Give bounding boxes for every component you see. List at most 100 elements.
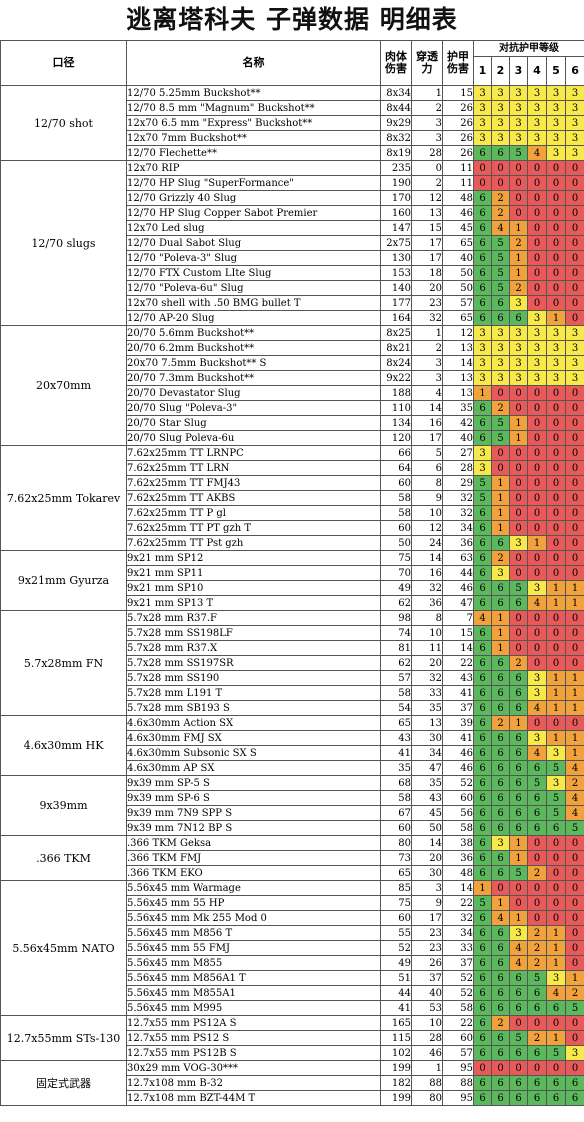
armor-effectiveness-1: 6	[473, 1030, 492, 1046]
ammo-name: 5.56x45 mm 55 FMJ	[126, 940, 381, 956]
armor-effectiveness-4: 6	[527, 985, 547, 1001]
table-row: 固定式武器 30x29 mm VOG-30*** 199 1 95 0 0 0 0 0 0	[0, 1060, 584, 1106]
penetration: 36	[411, 595, 443, 611]
penetration: 9	[411, 895, 443, 911]
armor-effectiveness-4: 0	[527, 190, 547, 206]
armor-effectiveness-3: 0	[509, 895, 528, 911]
armor-effectiveness-3: 6	[509, 820, 528, 836]
armor-effectiveness-2: 4	[491, 220, 510, 236]
armor-effectiveness-4: 0	[527, 1015, 547, 1031]
table-row: 12/70 8.5 mm "Magnum" Buckshot** 8x44 2 26 3…	[1, 100, 584, 116]
flesh-damage: 120	[380, 430, 412, 446]
armor-effectiveness-4: 0	[527, 505, 547, 521]
ammo-name: 5.56x45 mm 55 HP	[126, 895, 381, 911]
armor-effectiveness-3: 3	[509, 535, 528, 551]
table-row: 12/70 Grizzly 40 Slug 170 12 48 6 2 0 0 0 0	[1, 190, 584, 206]
table-row: .366 TKM EKO 65 30 48 6 6 5 2 0 0	[1, 865, 584, 881]
armor-effectiveness-1: 6	[473, 295, 492, 311]
header-armor-level-4: 4	[527, 56, 547, 86]
caliber-cell: 20x70mm	[0, 325, 127, 446]
flesh-damage: 35	[380, 760, 412, 776]
armor-damage: 50	[442, 280, 474, 296]
armor-effectiveness-5: 0	[546, 865, 566, 881]
armor-effectiveness-1: 3	[473, 115, 492, 131]
table-row: 12x70 Led slug 147 15 45 6 4 1 0 0 0	[1, 220, 584, 236]
flesh-damage: 81	[380, 640, 412, 656]
armor-effectiveness-1: 6	[473, 1015, 492, 1031]
armor-effectiveness-4: 0	[527, 235, 547, 251]
armor-effectiveness-3: 0	[509, 625, 528, 641]
table-row: 9x39mm 9x39 mm SP-5 S 68 35 52 6 6 6 5 3 2	[0, 775, 584, 836]
armor-effectiveness-4: 0	[527, 265, 547, 281]
armor-effectiveness-2: 6	[491, 790, 510, 806]
armor-effectiveness-4: 3	[527, 340, 547, 356]
header-penetration: 穿透力	[411, 40, 443, 86]
ammo-name: 20/70 Devastator Slug	[126, 385, 381, 401]
armor-damage: 26	[442, 115, 474, 131]
armor-effectiveness-6: 3	[564, 100, 584, 116]
armor-damage: 95	[442, 1060, 474, 1076]
flesh-damage: 73	[380, 850, 412, 866]
armor-damage: 26	[442, 130, 474, 146]
armor-effectiveness-6: 3	[564, 145, 584, 161]
armor-effectiveness-5: 0	[546, 535, 566, 551]
penetration: 16	[411, 415, 443, 431]
flesh-damage: 58	[380, 490, 412, 506]
armor-effectiveness-2: 6	[491, 1045, 510, 1061]
table-row: 20/70 6.2mm Buckshot** 8x21 2 13 3 3 3 3 3 3	[1, 340, 584, 356]
armor-effectiveness-3: 1	[509, 850, 528, 866]
armor-effectiveness-2: 1	[491, 505, 510, 521]
armor-effectiveness-3: 6	[509, 1000, 528, 1016]
armor-effectiveness-3: 3	[509, 115, 528, 131]
armor-effectiveness-2: 0	[491, 175, 510, 191]
armor-effectiveness-1: 6	[473, 940, 492, 956]
penetration: 30	[411, 865, 443, 881]
armor-effectiveness-1: 6	[473, 745, 492, 761]
penetration: 88	[411, 1075, 443, 1091]
flesh-damage: 164	[380, 310, 412, 326]
flesh-damage: 49	[380, 955, 412, 971]
armor-effectiveness-3: 0	[509, 505, 528, 521]
armor-effectiveness-1: 6	[473, 955, 492, 971]
armor-damage: 11	[442, 160, 474, 176]
penetration: 5	[411, 445, 443, 461]
armor-effectiveness-2: 1	[491, 520, 510, 536]
penetration: 2	[411, 100, 443, 116]
armor-effectiveness-5: 3	[546, 775, 566, 791]
armor-effectiveness-5: 1	[546, 595, 566, 611]
armor-effectiveness-1: 6	[473, 805, 492, 821]
armor-effectiveness-2: 5	[491, 265, 510, 281]
table-row: 12/70 Dual Sabot Slug 2x75 17 65 6 5 2 0 0 0	[1, 235, 584, 251]
armor-effectiveness-5: 0	[546, 850, 566, 866]
armor-effectiveness-2: 6	[491, 145, 510, 161]
armor-effectiveness-4: 0	[527, 280, 547, 296]
ammo-name: 5.7x28 mm R37.X	[126, 640, 381, 656]
armor-effectiveness-3: 1	[509, 910, 528, 926]
penetration: 53	[411, 1000, 443, 1016]
armor-effectiveness-5: 0	[546, 715, 566, 731]
armor-effectiveness-3: 6	[509, 700, 528, 716]
armor-effectiveness-5: 0	[546, 265, 566, 281]
armor-effectiveness-1: 6	[473, 985, 492, 1001]
armor-effectiveness-2: 3	[491, 565, 510, 581]
armor-damage: 52	[442, 970, 474, 986]
armor-effectiveness-3: 6	[509, 790, 528, 806]
armor-damage: 13	[442, 340, 474, 356]
armor-damage: 27	[442, 445, 474, 461]
table-row: 5.56x45 mm M855A1 44 40 52 6 6 6 6 4 2	[1, 985, 584, 1001]
armor-effectiveness-2: 1	[491, 640, 510, 656]
armor-effectiveness-2: 6	[491, 760, 510, 776]
penetration: 17	[411, 250, 443, 266]
ammo-name: .366 TKM FMJ	[126, 850, 381, 866]
armor-effectiveness-1: 3	[473, 325, 492, 341]
armor-effectiveness-5: 3	[546, 325, 566, 341]
header-armor-level-5: 5	[546, 56, 566, 86]
table-row: 5.7x28mm FN 5.7x28 mm R37.F 98 8 7 4 1 0 0 0 0	[0, 610, 584, 716]
penetration: 2	[411, 175, 443, 191]
armor-effectiveness-4: 0	[527, 220, 547, 236]
armor-effectiveness-2: 1	[491, 610, 510, 626]
armor-effectiveness-1: 6	[473, 220, 492, 236]
ammo-name: 5.7x28 mm SS190	[126, 670, 381, 686]
armor-effectiveness-5: 5	[546, 790, 566, 806]
armor-effectiveness-6: 1	[564, 970, 584, 986]
